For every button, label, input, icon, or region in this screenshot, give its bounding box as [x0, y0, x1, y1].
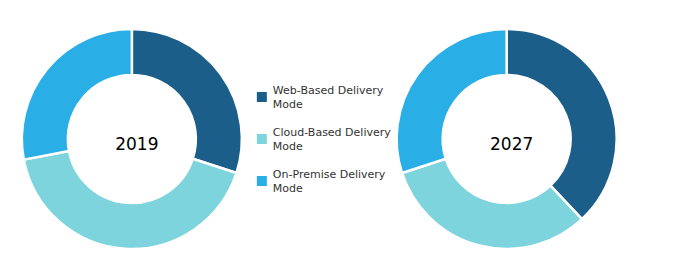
svg-text:2019: 2019	[115, 134, 158, 154]
svg-text:Mode: Mode	[273, 140, 303, 153]
svg-text:Cloud-Based Delivery: Cloud-Based Delivery	[273, 126, 391, 139]
svg-text:Mode: Mode	[273, 182, 303, 195]
svg-text:Web-Based Delivery: Web-Based Delivery	[273, 84, 384, 97]
svg-text:2027: 2027	[490, 134, 533, 154]
svg-text:Mode: Mode	[273, 98, 303, 111]
svg-text:On-Premise Delivery: On-Premise Delivery	[273, 168, 386, 181]
